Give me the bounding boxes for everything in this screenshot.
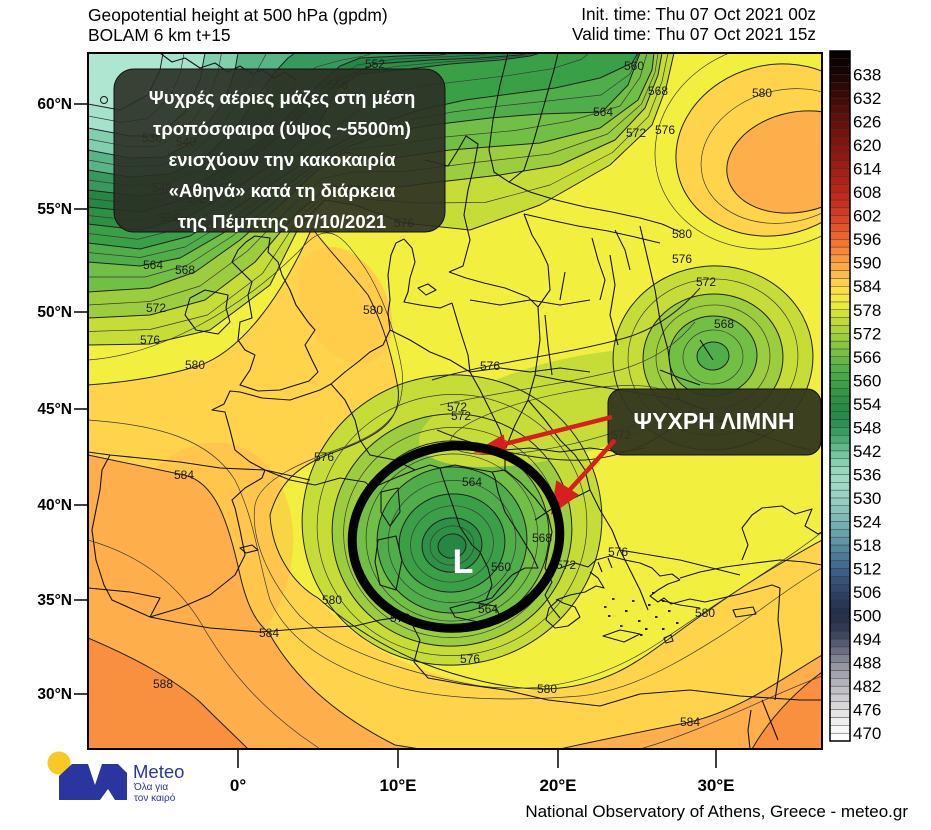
svg-text:560: 560 [624,59,644,73]
svg-text:488: 488 [853,654,881,673]
svg-text:Init. time: Thu 07 Oct 2021 00: Init. time: Thu 07 Oct 2021 00z [581,4,816,24]
svg-text:564: 564 [478,602,498,616]
svg-text:568: 568 [714,317,734,331]
svg-text:560: 560 [853,371,881,390]
svg-text:580: 580 [672,227,692,241]
svg-text:580: 580 [752,86,772,100]
svg-text:580: 580 [363,303,383,317]
svg-text:L: L [453,543,474,581]
svg-text:524: 524 [853,513,881,532]
svg-text:576: 576 [460,652,480,666]
svg-text:568: 568 [532,531,552,545]
svg-text:602: 602 [853,207,881,226]
svg-text:596: 596 [853,230,881,249]
svg-text:576: 576 [608,545,628,559]
svg-text:584: 584 [680,715,700,729]
svg-text:20°E: 20°E [539,776,576,795]
svg-text:Meteo: Meteo [133,761,184,782]
svg-text:614: 614 [853,160,881,179]
svg-text:578: 578 [853,301,881,320]
svg-text:572: 572 [556,558,576,572]
svg-text:542: 542 [853,442,881,461]
svg-text:482: 482 [853,677,881,696]
svg-text:564: 564 [462,475,482,489]
svg-text:626: 626 [853,113,881,132]
svg-text:576: 576 [655,123,675,137]
svg-text:560: 560 [491,560,511,574]
svg-text:548: 548 [853,418,881,437]
svg-text:536: 536 [853,465,881,484]
svg-text:30°N: 30°N [37,686,72,703]
svg-text:584: 584 [174,468,194,482]
svg-text:BOLAM 6 km t+15: BOLAM 6 km t+15 [88,25,231,45]
svg-text:572: 572 [696,275,716,289]
svg-text:0°: 0° [230,776,246,795]
svg-text:470: 470 [853,724,881,743]
svg-text:576: 576 [480,359,500,373]
svg-text:506: 506 [853,583,881,602]
svg-text:518: 518 [853,536,881,555]
svg-text:580: 580 [695,606,715,620]
svg-text:10°E: 10°E [379,776,416,795]
svg-text:ΨΥΧΡΗ ΛΙΜΝΗ: ΨΥΧΡΗ ΛΙΜΝΗ [634,408,795,434]
svg-text:572: 572 [146,301,166,315]
svg-text:564: 564 [143,258,163,272]
svg-text:572: 572 [447,400,467,414]
svg-text:ενισχύουν την κακοκαιρία: ενισχύουν την κακοκαιρία [168,149,396,170]
svg-text:572: 572 [853,324,881,343]
svg-text:568: 568 [648,84,668,98]
svg-text:«Αθηνά» κατά τη διάρκεια: «Αθηνά» κατά τη διάρκεια [169,180,396,201]
svg-text:45°N: 45°N [37,401,72,418]
svg-text:554: 554 [853,395,881,414]
svg-text:608: 608 [853,183,881,202]
svg-text:55°N: 55°N [37,201,72,218]
svg-text:Geopotential height at 500 hPa: Geopotential height at 500 hPa (gpdm) [88,5,388,25]
svg-text:576: 576 [140,333,160,347]
svg-text:580: 580 [185,358,205,372]
svg-text:Ψυχρές αέριες μάζες στη μέση: Ψυχρές αέριες μάζες στη μέση [149,87,416,109]
svg-text:40°N: 40°N [37,497,72,514]
svg-text:Όλα για: Όλα για [133,782,168,793]
svg-text:588: 588 [153,677,173,691]
svg-text:620: 620 [853,136,881,155]
svg-text:552: 552 [365,57,385,71]
svg-text:494: 494 [853,630,881,649]
svg-text:30°E: 30°E [697,776,734,795]
svg-text:576: 576 [672,252,692,266]
svg-text:576: 576 [314,450,334,464]
svg-text:568: 568 [175,263,195,277]
svg-text:572: 572 [626,126,646,140]
svg-text:50°N: 50°N [37,304,72,321]
svg-text:584: 584 [853,277,881,296]
svg-text:572: 572 [451,409,471,423]
svg-text:590: 590 [853,254,881,273]
svg-text:564: 564 [593,105,613,119]
svg-text:τροπόσφαιρα (ύψος ~5500m): τροπόσφαιρα (ύψος ~5500m) [153,118,411,139]
svg-text:580: 580 [322,593,342,607]
svg-text:τον καιρό: τον καιρό [134,792,176,804]
svg-text:35°N: 35°N [37,592,72,609]
svg-text:476: 476 [853,701,881,720]
svg-text:580: 580 [537,682,557,696]
svg-text:512: 512 [853,560,881,579]
svg-text:530: 530 [853,489,881,508]
svg-text:60°N: 60°N [37,96,72,113]
svg-text:584: 584 [259,626,279,640]
svg-text:της Πέμπτης 07/10/2021: της Πέμπτης 07/10/2021 [178,211,386,232]
svg-text:National Observatory of Athens: National Observatory of Athens, Greece -… [525,802,908,821]
svg-text:566: 566 [853,348,881,367]
svg-text:Valid time: Thu 07 Oct 2021 15: Valid time: Thu 07 Oct 2021 15z [572,24,816,44]
svg-text:500: 500 [853,607,881,626]
svg-text:638: 638 [853,66,881,85]
svg-text:632: 632 [853,89,881,108]
